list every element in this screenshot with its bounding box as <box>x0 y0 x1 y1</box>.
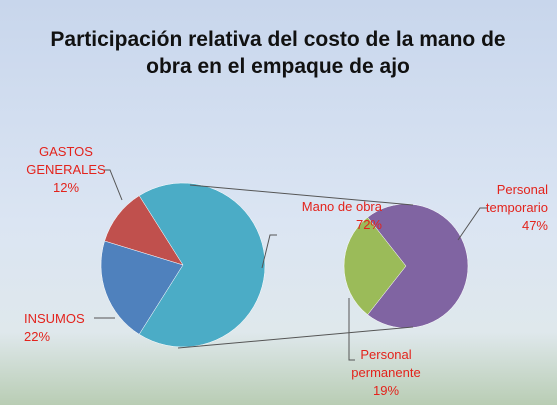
data-label: Mano de obra 72% <box>282 198 382 234</box>
leader-lines <box>94 169 487 361</box>
leader <box>261 234 277 269</box>
leader <box>348 298 355 361</box>
leader <box>457 207 487 241</box>
label-value: 19% <box>372 383 400 398</box>
chart-title: Participación relativa del costo de la m… <box>50 28 506 78</box>
data-label: Personal permanente 19% <box>344 346 428 400</box>
label-name: GASTOS GENERALES <box>26 144 106 177</box>
label-value: 22% <box>24 329 51 344</box>
pie-slice <box>100 240 184 335</box>
label-value: 72% <box>355 217 382 232</box>
label-value: 47% <box>521 218 548 233</box>
label-name: Mano de obra <box>301 199 382 214</box>
leader <box>104 169 123 201</box>
connector <box>177 326 414 349</box>
connector <box>189 184 414 206</box>
pie-slice <box>343 216 407 316</box>
data-label: GASTOS GENERALES 12% <box>14 143 118 197</box>
label-name: INSUMOS <box>24 311 85 326</box>
label-value: 12% <box>52 180 80 195</box>
label-name: Personal permanente <box>351 347 421 380</box>
data-label: Personal temporario 47% <box>468 181 548 235</box>
data-label: INSUMOS 22% <box>24 310 94 346</box>
label-name: Personal temporario <box>485 182 548 215</box>
